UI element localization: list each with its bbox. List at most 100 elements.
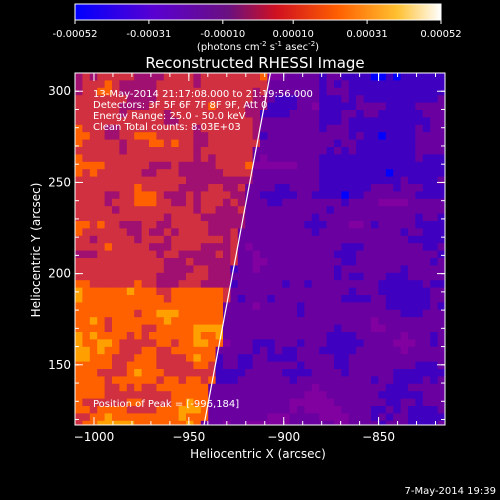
heatmap-cell xyxy=(422,287,431,296)
heatmap-cell xyxy=(215,391,224,399)
heatmap-cell xyxy=(385,295,394,303)
heatmap-cell xyxy=(319,324,327,333)
heatmap-cell xyxy=(348,161,357,170)
heatmap-cell xyxy=(400,198,409,207)
heatmap-cell xyxy=(186,317,194,325)
heatmap-cell xyxy=(282,213,290,222)
heatmap-cell xyxy=(223,324,231,333)
heatmap-cell xyxy=(282,287,290,296)
heatmap-cell xyxy=(400,191,409,200)
heatmap-cell xyxy=(193,243,202,251)
heatmap-cell xyxy=(326,184,335,192)
heatmap-cell xyxy=(97,413,105,422)
heatmap-cell xyxy=(112,295,120,303)
heatmap-cell xyxy=(208,161,216,170)
heatmap-cell xyxy=(193,295,202,303)
heatmap-cell xyxy=(126,110,135,118)
heatmap-cell xyxy=(282,191,290,200)
heatmap-cell xyxy=(437,280,445,288)
heatmap-cell xyxy=(119,154,128,163)
heatmap-cell xyxy=(289,391,298,399)
heatmap-cell xyxy=(186,87,194,96)
heatmap-cell xyxy=(341,391,350,399)
heatmap-cell xyxy=(171,169,179,177)
heatmap-cell xyxy=(348,302,357,311)
heatmap-cell xyxy=(193,235,202,244)
heatmap-cell xyxy=(274,132,283,140)
heatmap-cell xyxy=(89,376,98,385)
heatmap-cell xyxy=(319,139,327,148)
heatmap-cell xyxy=(363,147,372,155)
heatmap-cell xyxy=(186,391,194,399)
heatmap-cell xyxy=(193,95,202,103)
heatmap-cell xyxy=(97,265,105,274)
heatmap-cell xyxy=(415,317,424,325)
heatmap-cell xyxy=(297,354,305,362)
heatmap-cell xyxy=(282,420,290,425)
heatmap-cell xyxy=(178,221,187,229)
heatmap-cell xyxy=(193,383,202,392)
heatmap-cell xyxy=(415,132,424,140)
heatmap-cell xyxy=(89,258,98,266)
heatmap-cell xyxy=(149,102,157,111)
heatmap-cell xyxy=(437,243,445,251)
heatmap-cell xyxy=(223,154,231,163)
heatmap-cell xyxy=(334,169,342,177)
heatmap-cell xyxy=(245,398,253,407)
heatmap-cell xyxy=(178,102,187,111)
heatmap-cell xyxy=(193,354,202,362)
heatmap-cell xyxy=(215,332,224,340)
heatmap-cell xyxy=(422,391,431,399)
heatmap-cell xyxy=(237,191,246,200)
heatmap-cell xyxy=(200,124,209,133)
heatmap-cell xyxy=(371,346,379,355)
heatmap-cell xyxy=(274,73,283,81)
heatmap-cell xyxy=(274,295,283,303)
heatmap-cell xyxy=(230,280,239,288)
heatmap-cell xyxy=(112,154,120,163)
heatmap-cell xyxy=(245,265,253,274)
heatmap-cell xyxy=(393,191,401,200)
heatmap-cell xyxy=(326,332,335,340)
heatmap-cell xyxy=(230,391,239,399)
heatmap-cell xyxy=(163,346,172,355)
heatmap-cell xyxy=(274,80,283,89)
heatmap-cell xyxy=(356,295,364,303)
heatmap-cell xyxy=(356,391,364,399)
heatmap-cell xyxy=(326,406,335,414)
heatmap-cell xyxy=(371,309,379,318)
heatmap-cell xyxy=(163,198,172,207)
heatmap-cell xyxy=(363,272,372,281)
heatmap-cell xyxy=(193,398,202,407)
heatmap-cell xyxy=(245,80,253,89)
heatmap-cell xyxy=(348,317,357,325)
heatmap-cell xyxy=(400,317,409,325)
heatmap-cell xyxy=(311,206,320,214)
heatmap-cell xyxy=(112,110,120,118)
heatmap-cell xyxy=(141,228,150,237)
heatmap-cell xyxy=(171,80,179,89)
heatmap-cell xyxy=(341,73,350,81)
heatmap-cell xyxy=(134,317,142,325)
heatmap-cell xyxy=(163,176,172,185)
heatmap-cell xyxy=(141,213,150,222)
heatmap-cell xyxy=(163,191,172,200)
heatmap-cell xyxy=(422,309,431,318)
heatmap-cell xyxy=(75,280,83,288)
heatmap-cell xyxy=(378,391,387,399)
heatmap-cell xyxy=(326,369,335,377)
heatmap-cell xyxy=(274,221,283,229)
heatmap-cell xyxy=(393,198,401,207)
heatmap-cell xyxy=(126,376,135,385)
heatmap-cell xyxy=(97,295,105,303)
heatmap-cell xyxy=(156,295,165,303)
heatmap-cell xyxy=(89,147,98,155)
heatmap-cell xyxy=(230,102,239,111)
heatmap-cell xyxy=(193,272,202,281)
heatmap-cell xyxy=(378,184,387,192)
heatmap-cell xyxy=(186,221,194,229)
heatmap-cell xyxy=(237,391,246,399)
heatmap-cell xyxy=(422,198,431,207)
heatmap-cell xyxy=(230,87,239,96)
heatmap-cell xyxy=(408,169,416,177)
